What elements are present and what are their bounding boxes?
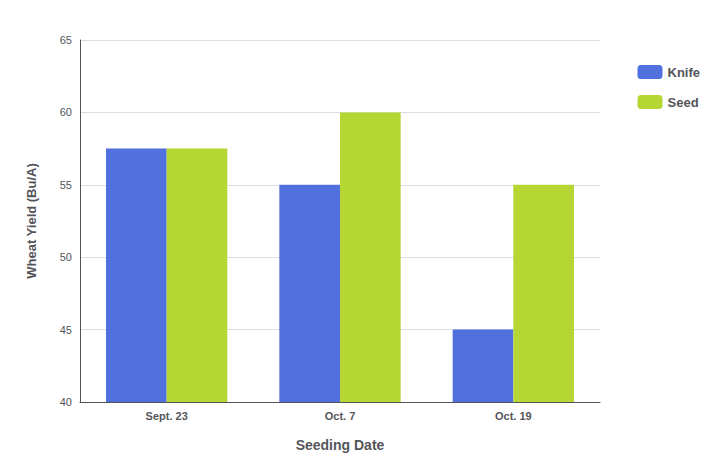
svg-text:65: 65 — [60, 34, 72, 46]
svg-text:Seeding Date: Seeding Date — [296, 437, 385, 453]
svg-text:45: 45 — [60, 324, 72, 336]
svg-text:50: 50 — [60, 251, 72, 263]
svg-text:40: 40 — [60, 396, 72, 408]
svg-text:Seed: Seed — [668, 95, 699, 110]
svg-text:Wheat Yield (Bu/A): Wheat Yield (Bu/A) — [24, 163, 39, 279]
svg-text:60: 60 — [60, 106, 72, 118]
svg-text:Knife: Knife — [668, 65, 701, 80]
svg-text:55: 55 — [60, 179, 72, 191]
svg-text:Oct. 7: Oct. 7 — [325, 410, 356, 422]
svg-text:Sept. 23: Sept. 23 — [146, 410, 188, 422]
svg-text:Oct. 19: Oct. 19 — [495, 410, 532, 422]
